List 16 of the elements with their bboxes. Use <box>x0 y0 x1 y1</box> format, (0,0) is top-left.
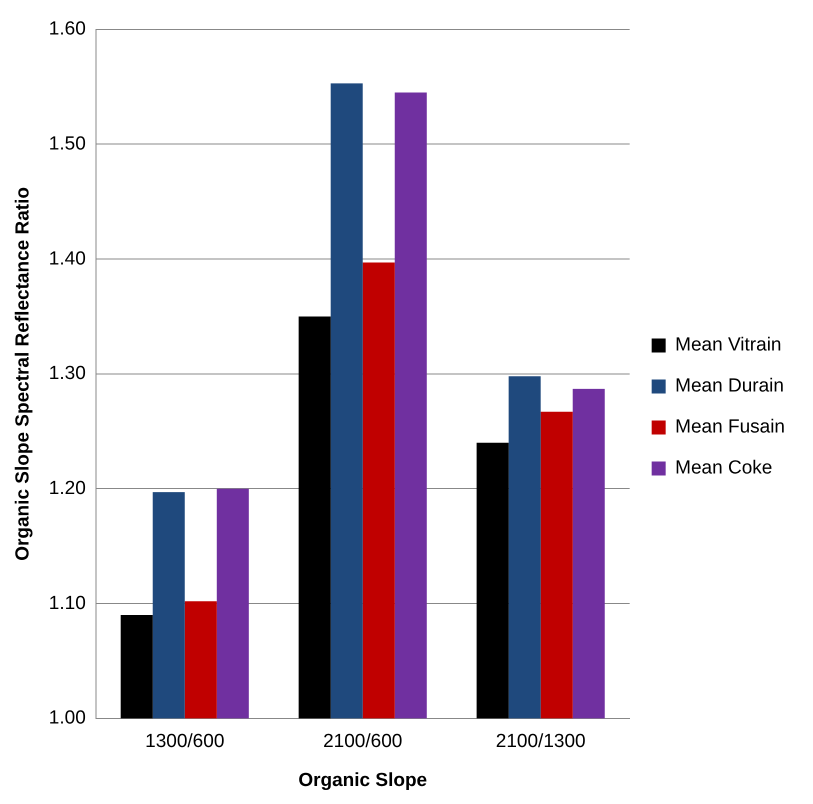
legend-label: Mean Vitrain <box>675 334 782 356</box>
y-tick-label: 1.30 <box>48 363 86 384</box>
x-tick-label: 1300/600 <box>145 731 224 752</box>
y-axis-title: Organic Slope Spectral Reflectance Ratio <box>12 187 34 561</box>
y-tick-label: 1.00 <box>48 708 86 729</box>
x-axis-title: Organic Slope <box>298 770 428 791</box>
legend-label: Mean Fusain <box>675 416 786 438</box>
y-tick-label: 1.10 <box>48 592 86 614</box>
x-tick-label: 2100/600 <box>323 731 402 752</box>
y-tick-label: 1.60 <box>48 18 86 40</box>
y-tick-label: 1.40 <box>48 248 86 270</box>
y-tick-label: 1.20 <box>48 478 86 499</box>
legend-label: Mean Durain <box>675 376 784 397</box>
x-tick-label: 2100/1300 <box>496 731 586 752</box>
legend-label: Mean Coke <box>675 458 772 479</box>
y-tick-label: 1.50 <box>48 133 86 154</box>
